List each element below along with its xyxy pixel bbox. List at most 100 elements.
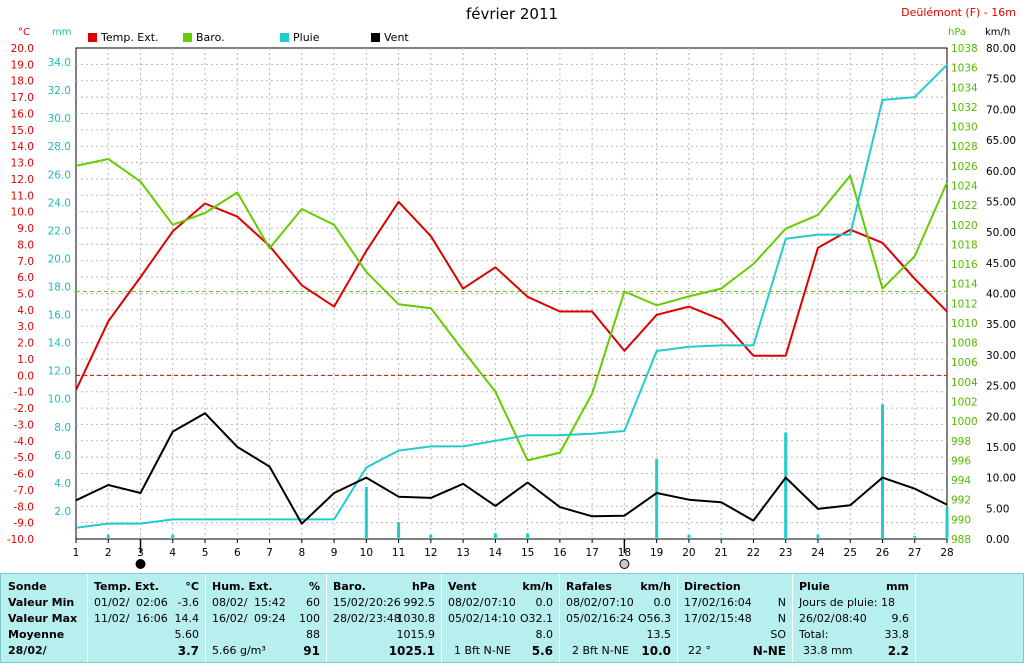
rain-tick-label: 8.0 [54,422,71,434]
temp-tick-label: 1.0 [17,354,34,366]
new-moon-icon [135,559,146,569]
stats-baro-max-val: 1030.8 [396,612,436,625]
baro-tick-label: 1024 [951,180,978,192]
series-line-rain [75,64,948,529]
stats-direction-min-time: 16:04 [720,596,752,609]
temp-tick-label: -1.0 [14,387,35,399]
temp-tick-label: 6.0 [17,272,34,284]
baro-tick-label: 1004 [951,377,978,389]
temp-tick-label: 18.0 [11,76,34,88]
rain-tick-label: 6.0 [54,450,71,462]
x-tick-label: 17 [585,547,598,559]
temp-unit-label: °C [18,27,30,38]
wind-tick-label: 0.00 [986,534,1009,546]
stats-rain-title: Pluie [799,580,830,593]
rain-bar [655,459,659,539]
baro-tick-label: 1000 [951,416,978,428]
stats-hum-max-val: 100 [299,612,320,625]
stats-wind-beaufort: 1 Bft N-NE [454,644,511,657]
stats-hum-avg: 88 [306,628,320,641]
chart-title: février 2011 [465,5,559,23]
x-tick-label: 16 [553,547,567,559]
stats-rain-total-label: Total: [799,628,829,641]
temp-tick-label: 15.0 [11,125,34,137]
stats-rain-max-time: 08:40 [835,612,867,625]
wind-tick-label: 80.00 [986,43,1016,55]
stats-gust-avg: 13.5 [646,628,672,641]
stats-direction-min-val: N [777,596,786,609]
stats-baro-today: 1025.1 [388,644,435,658]
stats-temp-min-date: 01/02/ [94,596,130,609]
stats-baro-min-val: 992.5 [403,596,436,609]
rain-bar [139,537,143,539]
temp-tick-label: 0.0 [17,370,34,382]
legend-temp-swatch [88,33,97,42]
temp-tick-label: -4.0 [14,436,35,448]
x-tick-label: 4 [169,547,176,559]
stats-baro-min-time: 20:26 [369,596,401,609]
temp-tick-label: 16.0 [11,108,34,120]
rain-tick-label: 28.0 [48,141,71,153]
stats-rain-max-val: 9.6 [891,612,910,625]
stats-baro-max-date: 28/02/ [333,612,369,625]
stats-hum-max-time: 09:24 [254,612,286,625]
stats-label-avg: Moyenne [8,628,65,641]
rain-bar [784,432,788,539]
stats-temp-max-time: 16:06 [136,612,168,625]
stats-direction-max-val: N [777,612,786,625]
stats-rain-days: Jours de pluie: 18 [799,596,895,609]
x-tick-label: 1 [73,547,80,559]
stats-temp-unit: °C [185,580,199,593]
stats-wind-min-date: 08/02/ [448,596,484,609]
x-tick-label: 9 [331,547,338,559]
wind-tick-label: 60.00 [986,166,1016,178]
temp-tick-label: 4.0 [17,305,34,317]
stats-gust-min-time: 07:10 [602,596,634,609]
stats-direction-min-date: 17/02/ [684,596,720,609]
temp-tick-label: 12.0 [11,174,34,186]
temp-tick-label: 10.0 [11,207,34,219]
stats-temp-min-time: 02:06 [136,596,168,609]
stats-wind-max-date: 05/02/ [448,612,484,625]
stats-direction-today: N-NE [752,644,786,658]
rain-bar [106,534,110,539]
baro-tick-label: 1014 [951,279,978,291]
rain-bar [719,537,723,539]
legend-rain-swatch [280,33,289,42]
temp-tick-label: -8.0 [14,501,35,513]
wind-tick-label: 25.00 [986,381,1016,393]
baro-unit-label: hPa [948,27,967,38]
x-tick-label: 20 [682,547,695,559]
wind-tick-label: 15.00 [986,442,1016,454]
stats-label-date: 28/02/ [8,644,47,657]
x-tick-label: 8 [298,547,305,559]
legend-temp-label: Temp. Ext. [101,31,159,44]
x-tick-label: 22 [747,547,760,559]
x-tick-label: 7 [266,547,273,559]
temp-tick-label: -2.0 [14,403,35,415]
temp-tick-label: 5.0 [17,289,34,301]
rain-bar [622,537,626,539]
x-tick-label: 11 [392,547,405,559]
stats-wind-panel: Vent km/h 08/02/07:10 0.0 05/02/14:10 O 32.1… [442,574,560,662]
stats-temp-today: 3.7 [177,644,199,658]
baro-tick-label: 1034 [951,82,978,94]
temp-tick-label: -6.0 [14,469,35,481]
rain-tick-label: 16.0 [48,310,71,322]
rain-tick-label: 4.0 [54,478,71,490]
legend-baro-swatch [183,33,192,42]
stats-rain-month-total: 33.8 mm [803,644,853,657]
temp-tick-label: 11.0 [11,190,34,202]
temp-tick-label: 14.0 [11,141,34,153]
temp-tick-label: 8.0 [17,239,34,251]
stats-gust-max-val: 56.3 [646,612,672,625]
rain-unit-label: mm [52,27,72,38]
x-tick-label: 26 [876,547,890,559]
series-line-baro [75,158,948,462]
stats-hum-max-date: 16/02/ [212,612,248,625]
stats-baro-avg: 1015.9 [396,628,436,641]
rain-bar [364,487,368,539]
rain-bar [880,404,884,539]
stats-wind-unit: km/h [522,580,553,593]
x-tick-label: 19 [650,547,663,559]
